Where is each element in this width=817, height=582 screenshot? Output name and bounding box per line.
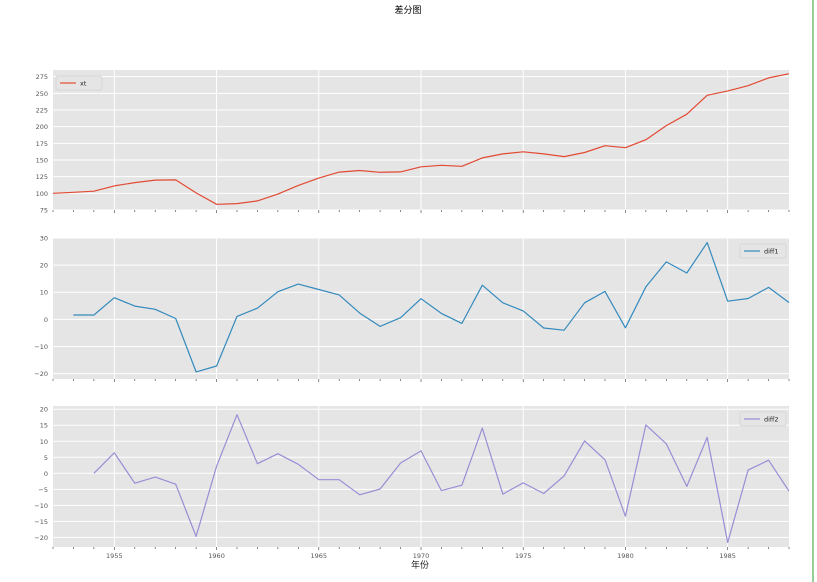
- y-tick-label: 225: [36, 107, 48, 115]
- y-tick-label: 100: [36, 190, 48, 198]
- y-tick-label: 20: [40, 406, 48, 414]
- y-tick-label: −20: [34, 534, 48, 542]
- y-tick-label: 10: [40, 438, 48, 446]
- series-line-diff2: [93, 414, 790, 544]
- panel-diff1: −20 −10 0 10 20 30 diff1: [34, 235, 790, 382]
- y-tick-label: −10: [34, 502, 48, 510]
- x-tick-label: 1975: [515, 552, 532, 560]
- legend: diff2: [739, 411, 787, 427]
- y-tick-label: 275: [36, 73, 48, 81]
- series-line-xt: [52, 73, 790, 205]
- legend: xt: [55, 75, 103, 91]
- window-edge: [812, 0, 814, 582]
- series-line-diff1: [73, 242, 790, 373]
- panel-xt: 75 100 125 150 175 200 225 250 275 xt: [36, 70, 790, 215]
- y-tick-label: −20: [34, 370, 48, 378]
- y-tick-label: 125: [36, 173, 48, 181]
- x-tick-label: 1985: [719, 552, 736, 560]
- panel-diff2: −20 −15 −10 −5 0 5 10 15 20 1955 1960 1965 1970 1975 1…: [34, 406, 790, 560]
- x-tick-label: 1965: [311, 552, 328, 560]
- x-axis-label: 年份: [411, 559, 429, 571]
- y-tick-label: 200: [36, 123, 48, 131]
- legend-box: [739, 411, 787, 427]
- legend-label-diff2: diff2: [764, 416, 779, 424]
- legend-box: [55, 75, 103, 91]
- x-tick-label: 1955: [106, 552, 123, 560]
- legend-label-xt: xt: [80, 80, 87, 88]
- y-tick-label: 150: [36, 157, 48, 165]
- y-tick-label: 30: [40, 235, 48, 243]
- legend: diff1: [739, 243, 787, 259]
- y-tick-label: 5: [44, 454, 48, 462]
- y-tick-label: 175: [36, 140, 48, 148]
- x-tick-label: 1970: [413, 552, 430, 560]
- y-tick-label: −10: [34, 343, 48, 351]
- x-tick-label: 1980: [617, 552, 634, 560]
- legend-box: [739, 243, 787, 259]
- y-tick-label: 0: [44, 470, 48, 478]
- y-tick-label: 15: [40, 422, 48, 430]
- y-tick-label: −5: [38, 486, 48, 494]
- y-tick-label: 10: [40, 289, 48, 297]
- figure-title: 差分图: [394, 4, 421, 16]
- y-tick-label: 250: [36, 90, 48, 98]
- y-tick-label: 0: [44, 316, 48, 324]
- y-tick-label: 20: [40, 262, 48, 270]
- legend-label-diff1: diff1: [764, 248, 779, 256]
- y-tick-label: −15: [34, 518, 48, 526]
- x-tick-label: 1960: [208, 552, 225, 560]
- y-tick-label: 75: [40, 207, 48, 215]
